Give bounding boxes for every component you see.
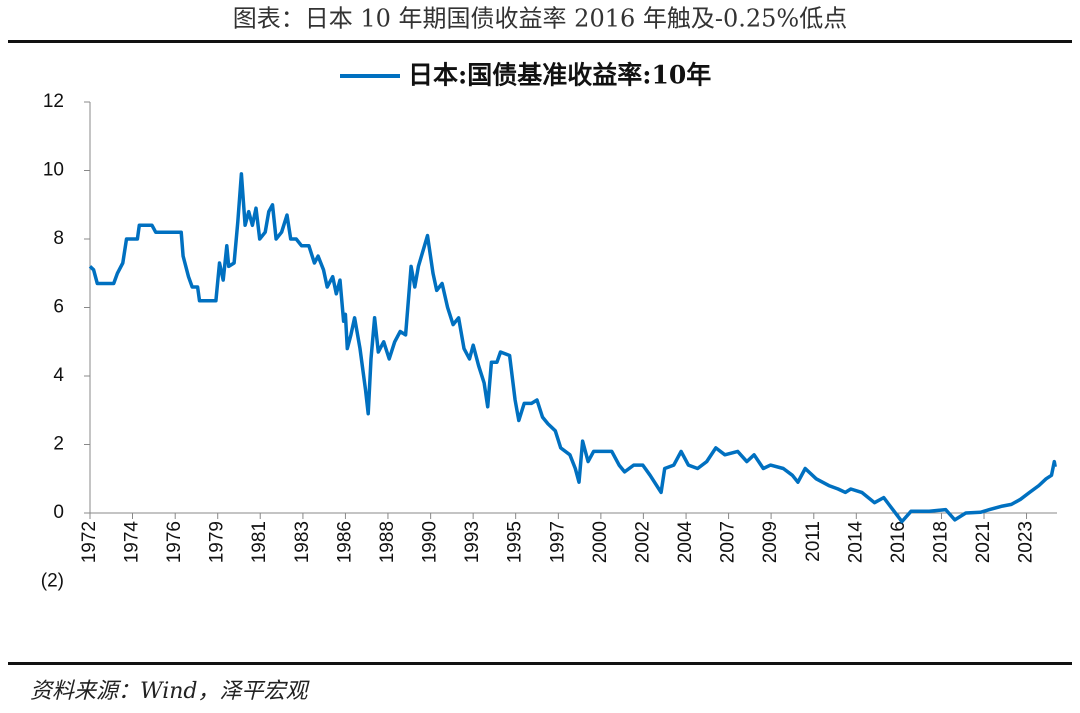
x-tick-label: 2016 [888,521,909,563]
x-tick-label: 2021 [973,521,994,563]
y-tick-label: 2 [53,434,64,455]
x-tick-label: 1988 [377,521,398,563]
x-tick-label: 2002 [632,521,653,563]
y-tick-label: 8 [53,228,64,249]
y-tick-label: 0 [53,502,64,523]
x-tick-label: 1986 [334,521,355,563]
x-tick-label: 1974 [122,521,143,564]
x-tick-label: 1993 [462,521,483,563]
x-tick-label: 2023 [1016,521,1037,563]
x-tick-label: 2014 [845,521,866,564]
y-tick-label: 6 [53,297,64,318]
y-tick-label: 12 [43,91,64,112]
x-tick-label: 1981 [249,521,270,563]
x-tick-label: 1976 [164,521,185,563]
x-tick-label: 2007 [718,521,739,563]
line-series [88,172,1057,524]
source-rule [8,662,1072,665]
y-tick-label: 4 [53,365,64,386]
chart-title: 图表：日本 10 年期国债收益率 2016 年触及-0.25%低点 [233,5,847,33]
x-tick-label: 2000 [590,521,611,563]
x-tick-label: 1990 [420,521,441,563]
x-tick-label: 2004 [675,521,696,564]
source-note: 资料来源：Wind，泽平宏观 [30,679,311,704]
x-tick-label: 1995 [505,521,526,563]
x-tick-label: 1972 [79,521,100,563]
y-tick-label: (2) [41,571,64,592]
x-tick-label: 1983 [292,521,313,563]
legend-label: 日本:国债基准收益率:10年 [408,61,711,90]
x-tick-label: 2009 [760,521,781,563]
x-tick-label: 2011 [803,521,824,562]
x-tick-label: 1997 [547,521,568,563]
x-tick-label: 2018 [931,521,952,563]
y-tick-label: 10 [43,160,64,181]
title-rule [8,40,1072,43]
x-tick-label: 1979 [207,521,228,563]
